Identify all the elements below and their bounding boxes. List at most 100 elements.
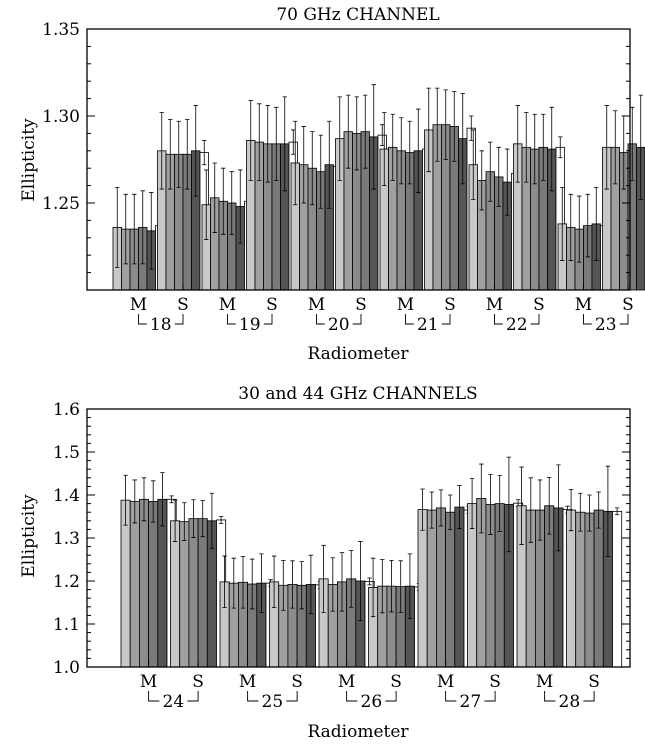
group-bracket	[405, 314, 451, 325]
error-bar	[293, 120, 298, 206]
error-bar	[160, 472, 165, 527]
error-bar	[541, 113, 546, 181]
error-bar	[380, 124, 385, 146]
error-bar	[519, 466, 524, 545]
bar	[417, 509, 428, 668]
error-bar	[496, 146, 501, 207]
error-bar	[556, 464, 561, 552]
error-bar	[497, 475, 502, 532]
error-bar	[426, 87, 431, 173]
x-tick-label: S	[192, 672, 204, 692]
plot-area: 1.0 1.1 1.2 1.3 1.4 1.5 1.6 M S M S M S M S M S 24 25 26 27 2…	[53, 400, 631, 712]
group-bracket	[544, 691, 595, 702]
error-bar	[613, 110, 618, 185]
bar	[593, 509, 604, 668]
bar	[170, 520, 181, 668]
error-bar	[169, 495, 174, 504]
y-tick-label: 1.2	[53, 572, 80, 592]
group-label: 27	[460, 692, 482, 712]
error-bar	[630, 106, 635, 181]
error-bar	[537, 479, 543, 541]
x-tick-label: M	[575, 295, 592, 315]
chart-title: 70 GHz CHANNEL	[276, 5, 439, 25]
x-tick-label: M	[536, 672, 553, 692]
error-bar	[488, 473, 493, 535]
error-bar	[457, 485, 462, 529]
bar	[575, 511, 586, 668]
y-tick-label: 1.25	[42, 194, 80, 214]
y-tick-label: 1.6	[53, 400, 80, 420]
error-bar	[151, 480, 156, 523]
error-bar	[176, 120, 181, 188]
group-label: 20	[328, 315, 350, 335]
error-bar	[358, 541, 363, 621]
panel-70ghz: 70 GHz CHANNEL Ellipticity Radiometer 1.…	[19, 5, 645, 364]
error-bar	[429, 491, 434, 529]
error-bar	[399, 117, 404, 185]
error-bar	[505, 148, 510, 216]
error-bar	[435, 87, 440, 162]
error-bar	[479, 463, 484, 534]
error-bar	[299, 561, 304, 610]
error-bar	[202, 139, 207, 166]
error-bar	[281, 559, 286, 611]
x-tick-label: S	[588, 672, 600, 692]
error-bar	[182, 502, 187, 541]
error-bar	[149, 192, 154, 270]
group-label: 28	[559, 692, 581, 712]
x-tick-label: M	[308, 295, 325, 315]
bar	[612, 510, 623, 668]
y-tick-label: 1.0	[53, 658, 80, 678]
error-bar	[265, 105, 270, 183]
error-bar	[416, 108, 421, 193]
error-bar	[568, 489, 574, 532]
error-bar	[558, 136, 563, 159]
error-bar	[229, 171, 234, 235]
error-bar	[469, 478, 475, 529]
group-label: 26	[361, 692, 383, 712]
y-tick-label: 1.1	[53, 615, 80, 635]
error-bar	[460, 92, 465, 185]
error-bar	[240, 556, 246, 609]
x-axis-label: Radiometer	[307, 344, 409, 364]
bar	[426, 509, 437, 668]
group-label: 19	[239, 315, 261, 335]
error-bar	[172, 499, 178, 542]
error-bar	[390, 113, 395, 181]
x-tick-label: M	[239, 672, 256, 692]
error-bar	[549, 106, 554, 192]
error-bar	[524, 112, 529, 183]
error-bar	[585, 193, 590, 258]
error-bar	[330, 557, 335, 612]
x-tick-label: M	[219, 295, 236, 315]
group-label: 21	[417, 315, 439, 335]
error-bar	[140, 190, 145, 265]
group-bracket	[494, 314, 540, 325]
bar	[138, 498, 149, 668]
error-bar	[398, 560, 403, 613]
x-tick-label: S	[390, 672, 402, 692]
x-tick-label: M	[437, 672, 454, 692]
bar	[188, 518, 199, 668]
error-bar	[259, 553, 264, 613]
error-bar	[469, 115, 474, 141]
error-bar	[471, 129, 476, 200]
y-tick-label: 1.3	[53, 529, 80, 549]
error-bar	[212, 162, 217, 233]
y-tick-label: 1.30	[42, 107, 80, 127]
bar	[454, 506, 465, 668]
error-bar	[200, 500, 205, 538]
error-bar	[123, 474, 128, 526]
error-bar	[204, 169, 209, 240]
error-bar	[310, 131, 315, 206]
error-bar	[250, 558, 255, 610]
error-bar	[282, 96, 287, 192]
bar	[566, 509, 577, 668]
group-label: 25	[262, 692, 284, 712]
bar	[179, 521, 190, 668]
error-bar	[380, 559, 385, 614]
x-tick-label: S	[444, 295, 456, 315]
error-bar	[488, 141, 493, 202]
x-tick-label: M	[397, 295, 414, 315]
